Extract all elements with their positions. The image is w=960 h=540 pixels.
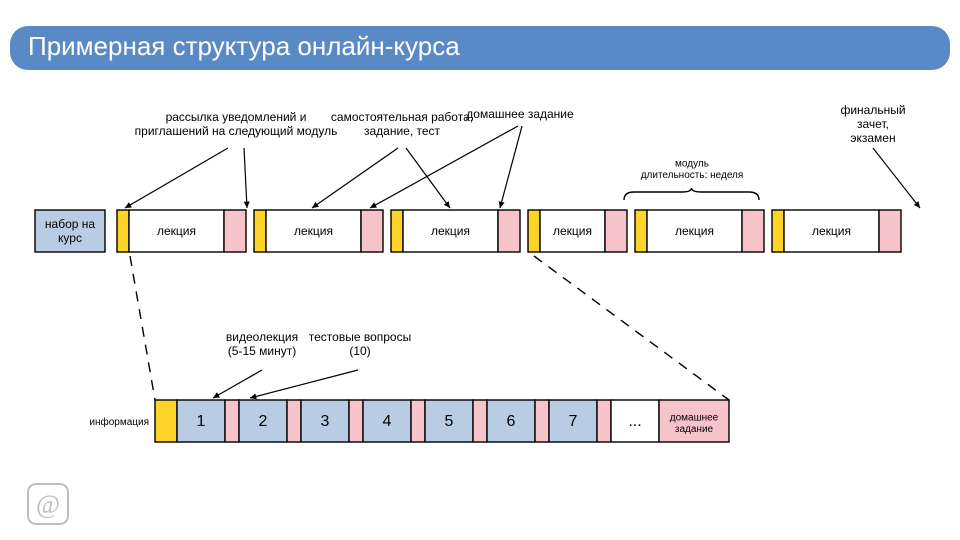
top-seg-label: лекция xyxy=(812,224,851,238)
top-seg xyxy=(498,210,520,252)
page-title: Примерная структура онлайн-курса xyxy=(28,31,460,61)
top-seg-label: лекция xyxy=(553,224,592,238)
brace-module xyxy=(624,188,759,200)
top-seg-label: лекция xyxy=(157,224,196,238)
top-seg xyxy=(635,210,647,252)
top-seg xyxy=(391,210,403,252)
bottom-seg xyxy=(473,400,487,442)
bottom-seg xyxy=(597,400,611,442)
bottom-seg-label: 3 xyxy=(321,413,330,430)
top-seg xyxy=(254,210,266,252)
bottom-seg xyxy=(349,400,363,442)
label-final: финальныйзачет,экзамен xyxy=(840,103,905,145)
bottom-seg xyxy=(155,400,177,442)
top-seg xyxy=(528,210,540,252)
label-notify: рассылка уведомлений иприглашений на сле… xyxy=(135,110,338,138)
bottom-seg-label: 2 xyxy=(259,413,268,430)
expand-right xyxy=(534,256,729,400)
bottom-seg-label: информация xyxy=(89,416,149,428)
top-seg xyxy=(772,210,784,252)
logo-watermark: @ xyxy=(28,484,68,524)
label-module-length: модульдлительность: неделя xyxy=(641,158,744,181)
bottom-seg xyxy=(287,400,301,442)
bottom-seg-label: 1 xyxy=(197,413,206,430)
label-selfwork: самостоятельная работа,задание, тест xyxy=(331,110,473,138)
top-seg xyxy=(879,210,901,252)
bottom-seg xyxy=(225,400,239,442)
bottom-seg-label: 7 xyxy=(569,413,578,430)
bottom-seg xyxy=(535,400,549,442)
top-seg-label: лекция xyxy=(294,224,333,238)
top-seg xyxy=(224,210,246,252)
top-seg xyxy=(117,210,129,252)
bottom-seg xyxy=(411,400,425,442)
top-seg xyxy=(361,210,383,252)
label-video: видеолекция(5-15 минут) xyxy=(226,330,298,358)
bottom-seg-label: 4 xyxy=(383,413,392,430)
label-homework: домашнее задание xyxy=(466,107,574,121)
bottom-seg-label: ... xyxy=(628,413,641,430)
diagram-canvas: Примерная структура онлайн-курса рассылка… xyxy=(0,0,960,540)
bottom-seg-label: домашнеезадание xyxy=(670,412,719,435)
svg-text:@: @ xyxy=(36,490,60,519)
bottom-seg-label: 5 xyxy=(445,413,454,430)
top-seg-label: лекция xyxy=(675,224,714,238)
top-seg xyxy=(742,210,764,252)
top-seg-label: лекция xyxy=(431,224,470,238)
label-quiz: тестовые вопросы(10) xyxy=(309,330,411,358)
expand-left xyxy=(130,256,155,400)
top-seg xyxy=(605,210,627,252)
bottom-seg-label: 6 xyxy=(507,413,516,430)
